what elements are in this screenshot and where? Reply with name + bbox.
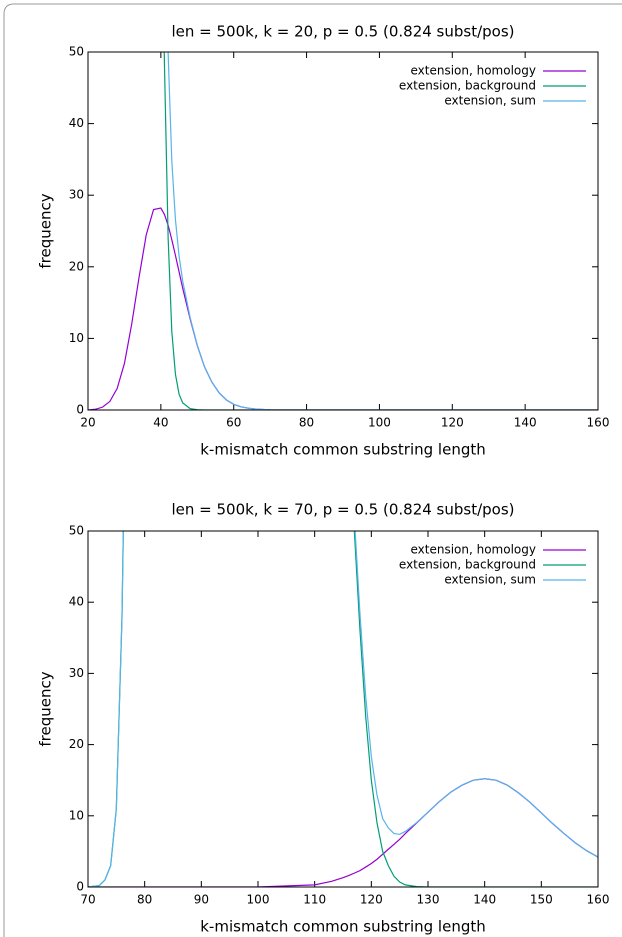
legend-label: extension, background	[399, 558, 536, 572]
x-tick-label: 140	[473, 893, 496, 907]
y-tick-label: 0	[76, 403, 84, 417]
x-tick-label: 160	[587, 416, 610, 430]
y-tick-label: 40	[69, 595, 84, 609]
series-line	[88, 531, 598, 887]
y-tick-label: 50	[69, 45, 84, 59]
series-line	[163, 52, 598, 410]
legend-label: extension, sum	[444, 573, 536, 587]
y-tick-label: 50	[69, 524, 84, 538]
y-tick-label: 10	[69, 331, 84, 345]
x-tick-label: 70	[80, 893, 95, 907]
series-line	[88, 207, 598, 410]
y-axis-label: frequency	[37, 671, 55, 746]
x-axis-label: k-mismatch common substring length	[200, 918, 485, 936]
x-tick-label: 140	[514, 416, 537, 430]
y-axis-label: frequency	[37, 193, 55, 268]
x-tick-label: 100	[368, 416, 391, 430]
x-tick-label: 120	[441, 416, 464, 430]
legend-label: extension, homology	[410, 543, 536, 557]
y-tick-label: 30	[69, 666, 84, 680]
x-tick-label: 80	[137, 893, 152, 907]
x-tick-label: 150	[530, 893, 553, 907]
legend-label: extension, background	[399, 79, 536, 93]
x-tick-label: 20	[80, 416, 95, 430]
x-tick-label: 110	[303, 893, 326, 907]
y-tick-label: 40	[69, 116, 84, 130]
legend-label: extension, sum	[444, 94, 536, 108]
x-tick-label: 80	[299, 416, 314, 430]
x-tick-label: 120	[360, 893, 383, 907]
frame	[3, 3, 622, 937]
plot-border	[87, 51, 599, 411]
x-tick-label: 90	[194, 893, 209, 907]
x-tick-label: 160	[587, 893, 610, 907]
x-tick-label: 40	[153, 416, 168, 430]
chart-title: len = 500k, k = 20, p = 0.5 (0.824 subst…	[171, 23, 514, 41]
x-tick-label: 60	[226, 416, 241, 430]
y-tick-label: 20	[69, 259, 84, 273]
chart-title: len = 500k, k = 70, p = 0.5 (0.824 subst…	[171, 501, 514, 519]
x-axis-label: k-mismatch common substring length	[200, 441, 485, 459]
series-line	[167, 52, 598, 410]
y-tick-label: 30	[69, 188, 84, 202]
y-tick-label: 10	[69, 808, 84, 822]
y-tick-label: 20	[69, 737, 84, 751]
legend-label: extension, homology	[410, 64, 536, 78]
y-tick-label: 0	[76, 880, 84, 894]
x-tick-label: 100	[247, 893, 270, 907]
plot-area	[88, 52, 598, 410]
plot-border	[87, 530, 599, 888]
plot-area	[88, 531, 598, 887]
x-tick-label: 130	[417, 893, 440, 907]
